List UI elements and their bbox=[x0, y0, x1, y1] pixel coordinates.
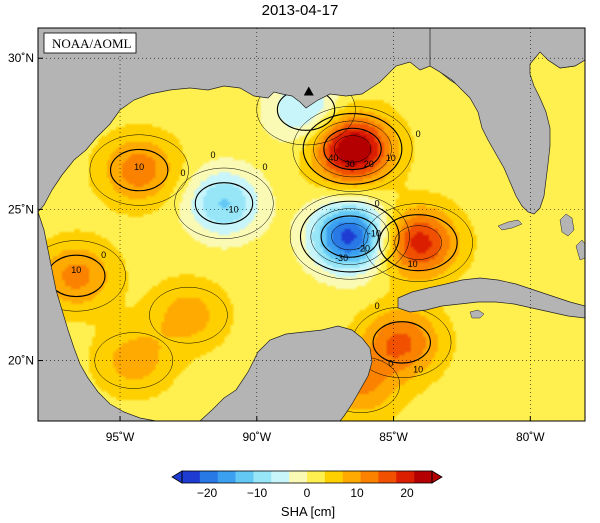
colorbar-segment bbox=[271, 471, 290, 483]
contour-value-label: 10 bbox=[386, 153, 396, 163]
land-bahamas-b bbox=[575, 239, 585, 261]
contour-ring bbox=[323, 127, 382, 171]
contour-value-label: -20 bbox=[357, 244, 370, 254]
contour-ring bbox=[174, 167, 274, 239]
contour-value-label: 0 bbox=[211, 150, 216, 160]
contour-ring bbox=[89, 134, 189, 206]
land-mexico-west-coast bbox=[38, 211, 157, 421]
land-yucatan-peninsula bbox=[199, 325, 373, 421]
longitude-tick-label: 90˚W bbox=[242, 430, 271, 444]
colorbar-tick-label: 0 bbox=[304, 486, 311, 500]
land-cuba bbox=[397, 277, 585, 319]
land-isle-of-youth bbox=[469, 309, 485, 319]
longitude-tick-label: 85˚W bbox=[379, 430, 408, 444]
contour-value-label: 30 bbox=[345, 159, 355, 169]
contour-ring bbox=[372, 321, 431, 364]
contour-ring bbox=[109, 148, 169, 192]
contour-ring bbox=[378, 214, 458, 272]
latitude-tick-label: 25˚N bbox=[8, 202, 34, 216]
credit-box: NOAA/AOML bbox=[43, 32, 137, 54]
colorbar-tick-label: −10 bbox=[247, 486, 268, 500]
contour-ring bbox=[333, 135, 372, 163]
contour-ring bbox=[149, 286, 228, 344]
contour-value-label: 10 bbox=[408, 259, 418, 269]
contour-ring bbox=[194, 182, 254, 225]
land-bahamas-a bbox=[559, 213, 575, 237]
colorbar: SHA [cm] −20 −10 0 10 20 bbox=[171, 470, 443, 519]
colorbar-segment bbox=[324, 471, 344, 483]
contour-value-label: 0 bbox=[262, 162, 267, 172]
colorbar-max-arrow bbox=[431, 470, 443, 484]
axis-labels: 95˚W 90˚W 85˚W 80˚W 30˚N 25˚N 20˚N bbox=[8, 51, 545, 444]
contour-ring bbox=[299, 200, 400, 273]
contour-ring bbox=[38, 240, 126, 312]
contour-value-label: 10 bbox=[134, 162, 144, 172]
colorbar-segment bbox=[360, 471, 379, 483]
contour-labels: 10 10 0 0 0 0 -10 40 30 20 10 0 -20 -30 -10 10 0 0 0 10 bbox=[71, 129, 423, 375]
contour-ring bbox=[394, 225, 442, 260]
contour-ring bbox=[313, 120, 392, 178]
map-title: 2013-04-17 bbox=[261, 2, 339, 19]
graticule bbox=[38, 28, 585, 421]
colorbar-segment bbox=[378, 471, 397, 483]
contour-value-label: 10 bbox=[413, 365, 423, 375]
colorbar-segment bbox=[289, 471, 308, 483]
land-florida-keys bbox=[497, 219, 523, 231]
contour-ring bbox=[320, 215, 380, 258]
contour-value-label: 0 bbox=[375, 301, 380, 311]
latitude-tick-label: 30˚N bbox=[8, 51, 34, 65]
colorbar-segment bbox=[307, 471, 326, 483]
contour-value-label: 40 bbox=[328, 153, 338, 163]
contour-ring bbox=[331, 223, 369, 251]
contour-ring bbox=[292, 106, 413, 192]
colorbar-segment bbox=[217, 471, 236, 483]
contour-value-label: 20 bbox=[364, 159, 374, 169]
contour-value-label: 10 bbox=[71, 265, 81, 275]
colorbar-segment bbox=[396, 471, 415, 483]
colorbar-tick-label: 20 bbox=[400, 486, 414, 500]
colorbar-tick-label: −20 bbox=[197, 486, 218, 500]
contour-value-label: -30 bbox=[335, 253, 348, 263]
colorbar-segment bbox=[182, 471, 201, 483]
longitude-tick-label: 80˚W bbox=[516, 430, 545, 444]
colorbar-min-arrow bbox=[171, 470, 183, 484]
colorbar-segment bbox=[253, 471, 272, 483]
colorbar-frame bbox=[181, 470, 433, 484]
contour-value-label: 0 bbox=[416, 129, 421, 139]
credit-box-frame bbox=[43, 32, 137, 54]
contour-value-label: 0 bbox=[375, 198, 380, 208]
colorbar-segment bbox=[235, 471, 254, 483]
colorbar-tick-label: 10 bbox=[350, 486, 364, 500]
credit-text: NOAA/AOML bbox=[52, 36, 132, 51]
observation-marker bbox=[303, 86, 314, 96]
colorbar-segment bbox=[199, 471, 219, 483]
map-frame bbox=[37, 27, 586, 422]
contour-value-label: 0 bbox=[101, 250, 106, 260]
contour-value-label: -10 bbox=[226, 204, 239, 214]
contour-value-label: 0 bbox=[180, 168, 185, 178]
contour-ring bbox=[289, 193, 410, 280]
land-florida-peninsula bbox=[429, 28, 585, 215]
contour-ring bbox=[363, 203, 473, 282]
colorbar-title: SHA [cm] bbox=[281, 504, 335, 519]
contour-value-label: 0 bbox=[388, 359, 393, 369]
latitude-tick-label: 20˚N bbox=[8, 354, 34, 368]
contour-ring bbox=[302, 113, 403, 185]
longitude-tick-label: 95˚W bbox=[106, 430, 135, 444]
contour-value-label: -10 bbox=[368, 229, 381, 239]
land-masses bbox=[38, 28, 585, 421]
colorbar-segment bbox=[342, 471, 361, 483]
colorbar-segment bbox=[414, 471, 433, 483]
contour-ring bbox=[310, 208, 390, 265]
